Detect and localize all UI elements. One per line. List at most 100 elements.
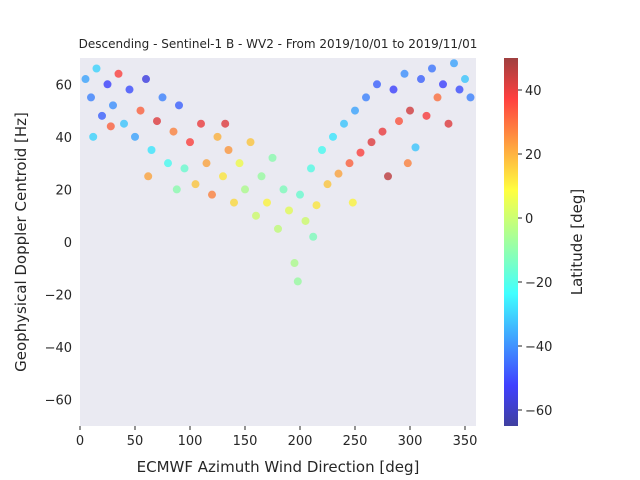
- data-point: [329, 132, 337, 141]
- data-point: [89, 132, 98, 141]
- data-point: [213, 132, 222, 141]
- data-point: [301, 216, 310, 225]
- y-tick-label: 20: [55, 183, 72, 198]
- data-point: [362, 93, 370, 102]
- data-point: [345, 159, 354, 168]
- colorbar-tick-label: 20: [525, 148, 542, 163]
- data-point: [334, 169, 343, 178]
- data-point: [348, 198, 357, 207]
- data-point: [106, 122, 115, 131]
- x-tick-label: 300: [398, 434, 423, 449]
- colorbar-tick-label: −40: [525, 340, 552, 355]
- data-point: [175, 101, 183, 110]
- y-tick-label: 40: [55, 131, 72, 146]
- data-point: [351, 106, 359, 115]
- data-point: [455, 85, 464, 94]
- y-tick-label: 60: [55, 78, 72, 93]
- x-tick-label: 100: [178, 434, 203, 449]
- data-point: [224, 146, 233, 154]
- data-point: [252, 211, 260, 220]
- data-point: [356, 148, 365, 157]
- data-point: [279, 185, 288, 194]
- data-point: [191, 180, 200, 189]
- data-point: [439, 80, 447, 89]
- data-point: [92, 64, 101, 73]
- data-point: [461, 75, 469, 84]
- y-tick-label: −20: [45, 289, 72, 304]
- data-point: [81, 75, 90, 84]
- data-point: [422, 111, 431, 120]
- x-tick-label: 200: [288, 434, 313, 449]
- data-point: [395, 117, 403, 126]
- data-point: [296, 190, 304, 199]
- data-point: [208, 190, 216, 199]
- y-tick-label: −40: [45, 341, 72, 356]
- colorbar-tick-label: 40: [525, 84, 542, 99]
- data-point: [433, 93, 442, 102]
- x-tick-label: 350: [453, 434, 478, 449]
- data-point: [285, 206, 293, 215]
- data-point: [307, 164, 315, 173]
- data-point: [164, 159, 172, 168]
- x-tick-label: 150: [233, 434, 258, 449]
- data-point: [384, 172, 392, 181]
- data-point: [219, 172, 227, 181]
- data-point: [131, 132, 139, 141]
- data-point: [450, 59, 458, 68]
- data-point: [378, 127, 387, 136]
- colorbar: [504, 58, 518, 426]
- data-point: [120, 119, 128, 128]
- y-axis-label: Geophysical Doppler Centroid [Hz]: [12, 112, 30, 372]
- scatter-points: [81, 59, 475, 286]
- y-tick-label: 0: [64, 236, 72, 251]
- x-tick-label: 0: [76, 434, 84, 449]
- data-point: [323, 180, 332, 189]
- data-point: [417, 75, 425, 84]
- data-point: [268, 153, 277, 162]
- y-tick-label: −60: [45, 394, 72, 409]
- data-point: [142, 75, 150, 84]
- data-point: [444, 119, 453, 128]
- colorbar-tick-label: −20: [525, 276, 552, 291]
- chart-title: Descending - Sentinel-1 B - WV2 - From 2…: [79, 37, 478, 51]
- data-point: [87, 93, 95, 102]
- data-point: [257, 172, 266, 181]
- data-point: [158, 93, 167, 102]
- x-tick-label: 250: [343, 434, 368, 449]
- data-point: [197, 119, 205, 128]
- data-point: [153, 117, 161, 126]
- data-point: [103, 80, 112, 89]
- colorbar-label: Latitude [deg]: [568, 189, 586, 295]
- data-point: [202, 159, 211, 168]
- x-axis: 0 50 100 150 200 250 300 350: [76, 426, 478, 449]
- data-point: [428, 64, 436, 73]
- data-point: [246, 138, 255, 147]
- data-point: [169, 127, 178, 136]
- data-point: [263, 198, 271, 207]
- data-point: [290, 259, 299, 268]
- data-point: [144, 172, 153, 181]
- data-point: [312, 201, 321, 210]
- data-point: [235, 159, 244, 168]
- data-point: [400, 69, 409, 78]
- data-point: [172, 185, 181, 194]
- data-point: [114, 69, 123, 78]
- data-point: [466, 93, 475, 102]
- plot-area: [80, 58, 476, 426]
- data-point: [309, 232, 318, 241]
- data-point: [340, 119, 348, 128]
- data-point: [221, 119, 230, 128]
- data-point: [403, 159, 412, 168]
- colorbar-ticks: 40 20 0 −20 −40 −60: [518, 84, 552, 419]
- data-point: [186, 138, 194, 147]
- data-point: [98, 111, 106, 120]
- data-point: [125, 85, 134, 94]
- data-point: [293, 277, 302, 286]
- x-tick-label: 50: [127, 434, 144, 449]
- data-point: [136, 106, 145, 115]
- data-point: [274, 224, 282, 233]
- data-point: [411, 143, 420, 152]
- data-point: [367, 138, 376, 147]
- data-point: [180, 164, 189, 173]
